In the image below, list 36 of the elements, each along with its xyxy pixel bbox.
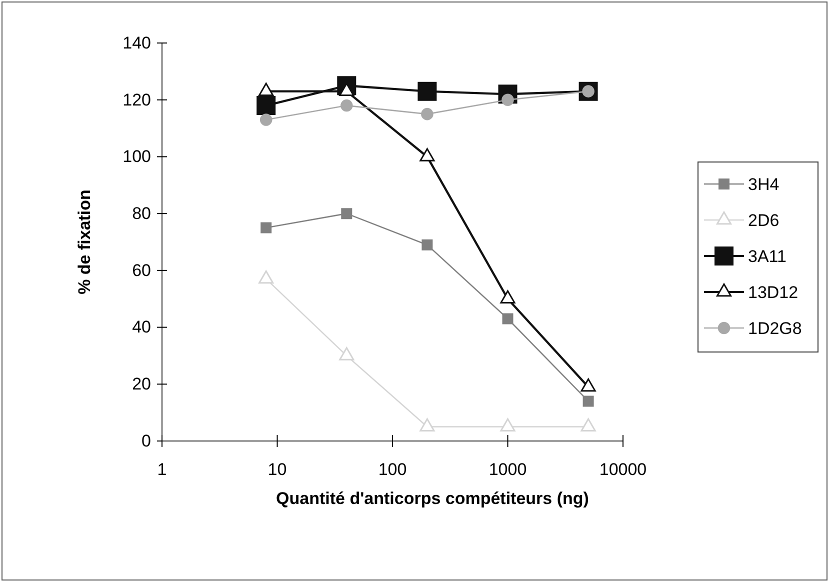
point [260, 222, 272, 234]
x-tick-label: 1 [157, 460, 167, 480]
x-tick-label: 100 [378, 460, 407, 480]
point [502, 313, 514, 324]
point [420, 418, 435, 432]
y-tick-label: 120 [122, 90, 151, 110]
legend-label: 2D6 [748, 211, 780, 230]
legend-label: 3A11 [748, 247, 786, 266]
legend-label: 1D2G8 [748, 319, 802, 338]
point [421, 108, 434, 120]
y-tick-label: 140 [122, 33, 151, 52]
point [260, 114, 272, 126]
legend-label: 3H4 [748, 175, 780, 194]
y-tick-label: 80 [132, 204, 151, 224]
x-tick-label: 10 [268, 460, 287, 480]
point [339, 347, 354, 360]
point [256, 96, 276, 116]
point [500, 418, 516, 432]
point [258, 270, 274, 284]
y-tick-label: 40 [132, 318, 151, 337]
y-tick-label: 20 [132, 374, 151, 394]
point [580, 378, 596, 392]
y-tick-label: 60 [132, 260, 151, 280]
x-axis-title: Quantité d'anticorps compétiteurs (ng) [276, 489, 589, 508]
x-tick-label: 10000 [599, 460, 647, 480]
y-tick-label: 0 [142, 431, 151, 450]
y-tick-label: 100 [122, 147, 151, 166]
point [340, 99, 353, 112]
point [422, 239, 433, 250]
point [500, 290, 516, 304]
point [341, 208, 352, 220]
legend-label: 13D12 [748, 283, 798, 302]
y-axis-title: % de fixation [75, 190, 94, 294]
point [418, 82, 437, 101]
x-tick-label: 1000 [488, 460, 527, 480]
point [580, 418, 596, 432]
